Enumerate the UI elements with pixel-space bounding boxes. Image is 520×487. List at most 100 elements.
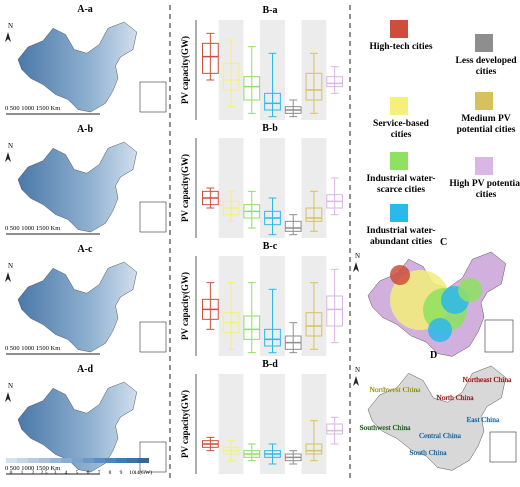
chart-title: B-c xyxy=(263,241,278,252)
y-axis-label: PV capacity(GW) xyxy=(180,390,190,458)
colorbar-label: 14(GW) xyxy=(134,469,152,476)
box xyxy=(264,328,281,347)
north-arrow: N xyxy=(8,262,13,270)
map-inset xyxy=(489,431,517,463)
box xyxy=(243,315,261,340)
colorbar-cell xyxy=(17,458,28,463)
map-region xyxy=(458,278,482,302)
north-arrow: N xyxy=(355,252,360,260)
map-label: D xyxy=(430,350,437,361)
north-arrow-icon xyxy=(353,376,359,386)
box xyxy=(222,62,240,91)
colorbar-label: 3 xyxy=(54,470,57,476)
band-shade xyxy=(218,138,244,238)
legend-swatch xyxy=(475,157,493,175)
scale-bar-label: 0 500 1000 1500 Km xyxy=(5,105,60,112)
scale-bar-label: 0 500 1000 1500 Km xyxy=(5,225,60,232)
map-label: A-a xyxy=(77,4,93,15)
north-arrow: N xyxy=(355,366,360,374)
map-region xyxy=(428,318,452,342)
region-label: North China xyxy=(436,393,474,402)
north-arrow: N xyxy=(8,142,13,150)
box xyxy=(326,76,344,88)
colorbar-label: 6 xyxy=(87,470,90,476)
colorbar-label: 0 xyxy=(10,470,13,476)
region-label: South China xyxy=(409,448,447,457)
north-arrow-icon xyxy=(5,272,11,282)
map xyxy=(17,381,138,473)
box xyxy=(243,76,261,101)
north-arrow-icon xyxy=(5,392,11,402)
map-label: A-d xyxy=(77,364,94,375)
colorbar-label: 1 xyxy=(21,470,24,476)
map-inset xyxy=(484,319,514,353)
legend-label: Service-based cities xyxy=(373,119,429,140)
region-label: Northwest China xyxy=(369,385,421,394)
map-inset xyxy=(139,81,167,113)
legend-label: Industrial water-scarce cities xyxy=(366,174,436,195)
region-label: Northeast China xyxy=(463,375,513,384)
colorbar-cell xyxy=(28,458,39,463)
north-arrow: N xyxy=(8,22,13,30)
colorbar-cell xyxy=(83,458,94,463)
colorbar-label: 10 xyxy=(129,470,135,476)
colorbar-cell xyxy=(138,458,149,463)
box xyxy=(305,72,323,101)
chart-title: B-b xyxy=(262,123,278,134)
legend-swatch xyxy=(390,97,408,115)
map xyxy=(17,261,138,353)
legend-swatch xyxy=(390,204,408,222)
map-d xyxy=(367,365,507,471)
box xyxy=(264,92,281,111)
colorbar-cell xyxy=(127,458,138,463)
colorbar-cell xyxy=(72,458,83,463)
colorbar-cell xyxy=(116,458,127,463)
north-arrow-icon xyxy=(5,152,11,162)
box xyxy=(201,42,219,74)
colorbar-cell xyxy=(105,458,116,463)
colorbar-cell xyxy=(39,458,50,463)
box xyxy=(284,220,302,232)
legend-label: Medium PV potential cities xyxy=(456,114,516,135)
legend-label: High-tech cities xyxy=(369,42,433,52)
map-label: A-b xyxy=(77,124,94,135)
colorbar-label: 2.5 xyxy=(41,470,48,476)
map-inset xyxy=(139,321,167,353)
colorbar-label: 5 xyxy=(76,470,79,476)
map-region xyxy=(390,265,410,285)
box xyxy=(305,207,323,222)
region-label: Central China xyxy=(419,431,462,440)
map-inset xyxy=(139,441,167,473)
y-axis-label: PV capacity(GW) xyxy=(180,272,190,340)
north-arrow-icon xyxy=(5,32,11,42)
colorbar-cell xyxy=(61,458,72,463)
box xyxy=(305,443,323,455)
y-axis-label: PV capacity(GW) xyxy=(180,154,190,222)
y-axis-label: PV capacity(GW) xyxy=(180,36,190,104)
colorbar-label: 4 xyxy=(65,470,68,476)
legend-swatch xyxy=(475,34,493,52)
legend-label: High PV potential cities xyxy=(449,179,520,200)
legend-label: Less developed cities xyxy=(455,56,517,77)
legend-swatch xyxy=(475,92,493,110)
colorbar-cell xyxy=(94,458,105,463)
colorbar-label: 9 xyxy=(120,470,123,476)
box xyxy=(326,423,344,435)
colorbar-label: 7 xyxy=(98,470,101,476)
region-label: East China xyxy=(467,415,500,424)
map-label: A-c xyxy=(78,244,94,255)
colorbar-cell xyxy=(6,458,17,463)
map-label: C xyxy=(440,237,447,248)
colorbar-label: 2 xyxy=(32,470,35,476)
legend-label: Industrial water-abundant cities xyxy=(366,226,436,247)
legend-swatch xyxy=(390,20,408,38)
colorbar-label: 8 xyxy=(109,470,112,476)
north-arrow-icon xyxy=(353,262,359,272)
scale-bar-label: 0 500 1000 1500 Km xyxy=(5,465,60,472)
chart-title: B-a xyxy=(263,5,278,16)
region-label: Southwest China xyxy=(359,423,411,432)
scale-bar-label: 0 500 1000 1500 Km xyxy=(5,345,60,352)
box xyxy=(305,312,323,337)
north-arrow: N xyxy=(8,382,13,390)
